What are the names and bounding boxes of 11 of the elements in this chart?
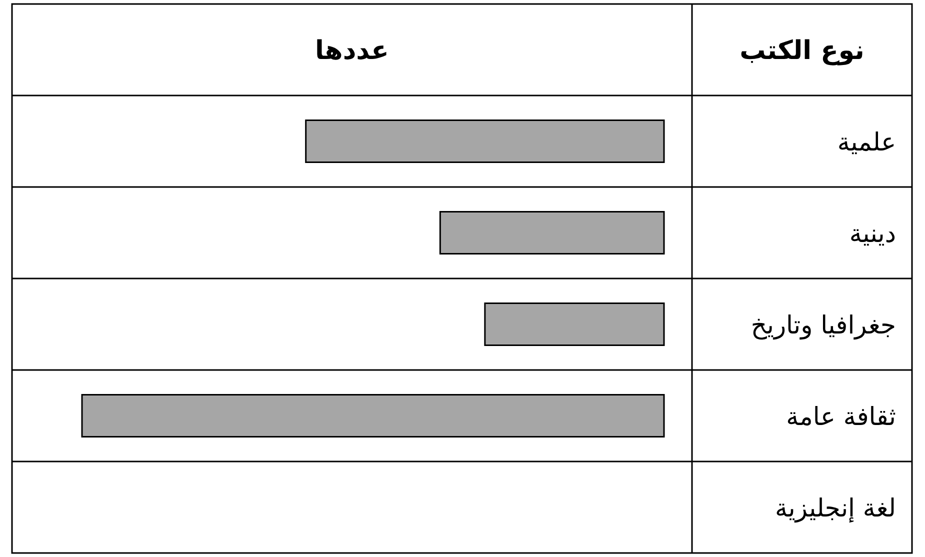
y-tick-label: جغرافيا وتاريخ (750, 310, 896, 340)
y-tick-label: ثقافة عامة (786, 402, 896, 431)
y-tick-label: دينية (849, 218, 896, 248)
bar (439, 211, 665, 254)
y-tick-label: لغة إنجليزية (774, 493, 896, 524)
y-axis-title: نوع الكتب (740, 36, 864, 66)
x-axis-title: عددها (315, 36, 389, 66)
y-tick-label: علمية (837, 127, 896, 156)
bar (81, 394, 665, 438)
bar (305, 120, 665, 163)
bar (484, 302, 665, 346)
